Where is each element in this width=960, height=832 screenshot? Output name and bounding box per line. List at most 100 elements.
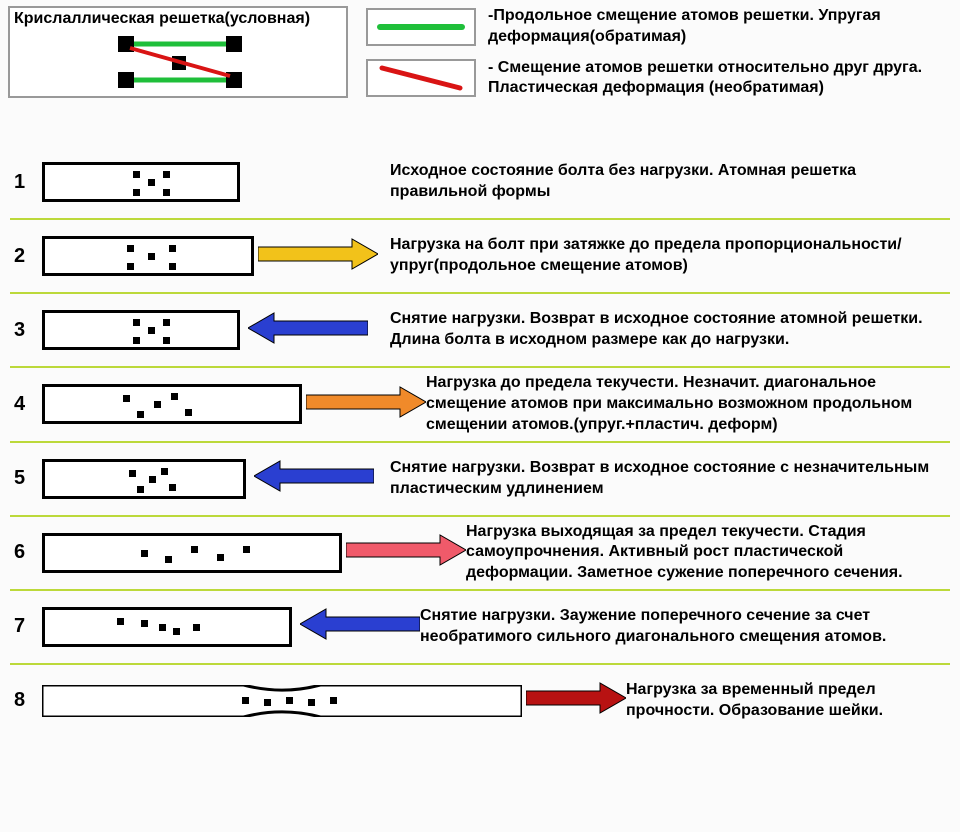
stage-description: Снятие нагрузки. Заужение поперечного се… <box>420 606 950 648</box>
atom-dot <box>165 556 172 563</box>
bolt-box <box>42 162 240 202</box>
separator <box>10 663 950 665</box>
atom-dot <box>191 546 198 553</box>
separator <box>10 441 950 443</box>
stage-row: 1 Исходное состояние болта без нагрузки. … <box>0 147 960 217</box>
stage-number: 3 <box>14 319 42 342</box>
stage-description: Исходное состояние болта без нагрузки. А… <box>390 161 950 203</box>
stage-description: Нагрузка выходящая за предел текучести. … <box>466 522 950 584</box>
atom-dot <box>137 411 144 418</box>
atom-dot <box>148 327 155 334</box>
arrow-left-icon <box>254 459 374 493</box>
separator <box>10 589 950 591</box>
stage-list: 1 Исходное состояние болта без нагрузки. … <box>0 113 960 736</box>
legend-header: Крислаллическая решетка(условная) -Продо… <box>0 0 960 113</box>
separator <box>10 515 950 517</box>
lattice-diagram <box>78 30 278 92</box>
atom-dot <box>171 393 178 400</box>
arrow-right-icon <box>258 237 378 271</box>
stage-row: 6 Нагрузка выходящая за предел текучести.… <box>0 518 960 588</box>
atom-dot <box>148 179 155 186</box>
atom-dot <box>169 245 176 252</box>
legend-lines: -Продольное смещение атомов решетки. Упр… <box>366 6 952 109</box>
bolt-box <box>42 384 302 424</box>
arrow-right-icon <box>306 385 426 419</box>
atom-dot <box>163 189 170 196</box>
atom-dot <box>308 699 315 706</box>
stage-description: Нагрузка за временный предел прочности. … <box>626 680 950 722</box>
atom-dot <box>133 171 140 178</box>
stage-number: 7 <box>14 615 42 638</box>
separator <box>10 366 950 368</box>
atom-dot <box>133 319 140 326</box>
bolt-box <box>42 310 240 350</box>
atom-dot <box>159 624 166 631</box>
stage-row: 4 Нагрузка до предела текучести. Незначит… <box>0 369 960 439</box>
atom-dot <box>127 263 134 270</box>
stage-number: 1 <box>14 171 42 194</box>
atom-dot <box>169 263 176 270</box>
lattice-title: Крислаллическая решетка(условная) <box>14 10 342 28</box>
bolt-box <box>42 236 254 276</box>
atom-dot <box>123 395 130 402</box>
atom-dot <box>133 337 140 344</box>
bolt-wrap <box>42 607 420 647</box>
stage-row: 3 Снятие нагрузки. Возврат в исходное сос… <box>0 295 960 365</box>
bolt-wrap <box>42 681 626 720</box>
bolt-box <box>42 459 246 499</box>
atom-dot <box>161 468 168 475</box>
atom-dot <box>154 401 161 408</box>
bolt-neck-icon <box>42 685 522 717</box>
atom-dot <box>242 697 249 704</box>
arrow-right-icon <box>346 533 466 567</box>
separator <box>10 218 950 220</box>
legend-sample-green <box>366 8 476 46</box>
legend-green-text: -Продольное смещение атомов решетки. Упр… <box>488 6 948 48</box>
bolt-wrap <box>42 162 240 202</box>
arrow-left-icon <box>248 311 368 345</box>
atom-dot <box>137 486 144 493</box>
atom-dot <box>330 697 337 704</box>
stage-row: 8 Нагрузка за временный предел прочности.… <box>0 666 960 736</box>
atom-dot <box>163 319 170 326</box>
stage-number: 5 <box>14 467 42 490</box>
legend-row-green: -Продольное смещение атомов решетки. Упр… <box>366 6 952 48</box>
atom-dot <box>141 550 148 557</box>
stage-description: Нагрузка на болт при затяжке до предела … <box>390 235 950 277</box>
bolt-box <box>42 533 342 573</box>
stage-description: Нагрузка до предела текучести. Незначит.… <box>426 373 950 435</box>
stage-number: 2 <box>14 245 42 268</box>
bolt-box <box>42 607 292 647</box>
atom-dot <box>173 628 180 635</box>
atom-dot <box>185 409 192 416</box>
stage-row: 2 Нагрузка на болт при затяжке до предела… <box>0 221 960 291</box>
stage-description: Снятие нагрузки. Возврат в исходное сост… <box>390 309 950 351</box>
atom-dot <box>141 620 148 627</box>
stage-number: 6 <box>14 541 42 564</box>
atom-dot <box>127 245 134 252</box>
stage-description: Снятие нагрузки. Возврат в исходное сост… <box>390 458 950 500</box>
bolt-wrap <box>42 236 378 276</box>
stage-row: 5 Снятие нагрузки. Возврат в исходное сос… <box>0 444 960 514</box>
atom-dot <box>148 253 155 260</box>
bolt-wrap <box>42 310 368 350</box>
bolt-wrap <box>42 533 466 573</box>
atom-dot <box>129 470 136 477</box>
atom-dot <box>169 484 176 491</box>
stage-row: 7 Снятие нагрузки. Заужение поперечного с… <box>0 592 960 662</box>
atom-dot <box>117 618 124 625</box>
atom-dot <box>149 476 156 483</box>
separator <box>10 292 950 294</box>
bolt-wrap <box>42 384 426 424</box>
stage-number: 4 <box>14 393 42 416</box>
atom-dot <box>264 699 271 706</box>
atom-dot <box>193 624 200 631</box>
atom-dot <box>133 189 140 196</box>
stage-number: 8 <box>14 689 42 712</box>
legend-sample-red <box>366 59 476 97</box>
legend-red-text: - Смещение атомов решетки относительно д… <box>488 58 948 100</box>
atom-dot <box>217 554 224 561</box>
lattice-legend-box: Крислаллическая решетка(условная) <box>8 6 348 98</box>
atom-dot <box>163 337 170 344</box>
arrow-left-icon <box>300 607 420 641</box>
